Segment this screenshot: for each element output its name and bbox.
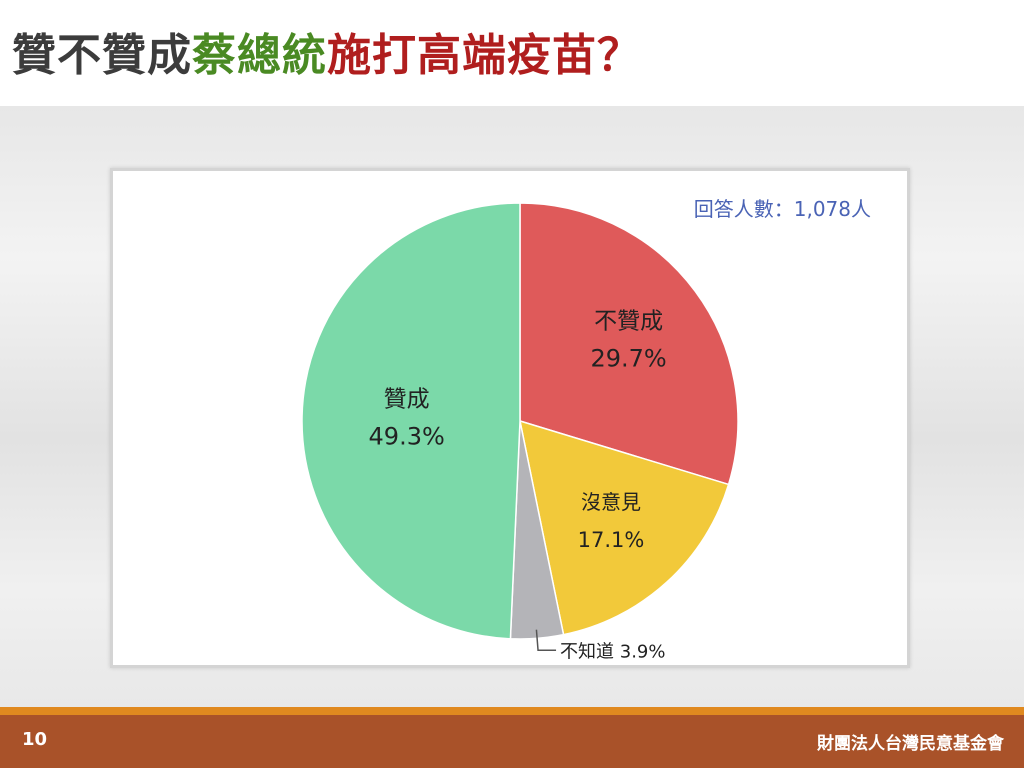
chart-frame: 回答人數：1,078人 不贊成 29.7% 沒意見 17.1% 不知道 3.9% 贊成 49… — [110, 168, 910, 668]
slice-disagree — [519, 202, 739, 486]
organization-name: 財團法人台灣民意基金會 — [817, 734, 1004, 754]
slice-label-unknown: 不知道 3.9% — [560, 641, 665, 662]
footer-accent-line — [0, 707, 1024, 715]
slice-label-1: 沒意見 — [581, 490, 641, 514]
callout-line — [535, 629, 557, 652]
title-part-vaccine: 施打高端疫苗？ — [327, 30, 642, 81]
slice-value-0: 29.7% — [590, 345, 666, 373]
slice-label-0: 不贊成 — [594, 309, 663, 335]
slice-no-opinion — [519, 419, 730, 636]
page-title: 贊不贊成蔡總統施打高端疫苗？ — [12, 26, 642, 86]
slice-agree — [301, 202, 521, 640]
slice-label-3: 贊成 — [384, 387, 430, 413]
title-part-president: 蔡總統 — [192, 30, 327, 81]
respondent-count: 回答人數：1,078人 — [693, 197, 871, 221]
footer-bar: 10 財團法人台灣民意基金會 — [0, 715, 1024, 768]
slice-value-1: 17.1% — [578, 528, 645, 552]
slice-value-3: 49.3% — [369, 423, 445, 451]
title-part-question: 贊不贊成 — [12, 30, 192, 81]
page-number: 10 — [22, 729, 48, 750]
pie-chart: 不贊成 29.7% 沒意見 17.1% 不知道 3.9% 贊成 49.3% — [301, 202, 739, 662]
